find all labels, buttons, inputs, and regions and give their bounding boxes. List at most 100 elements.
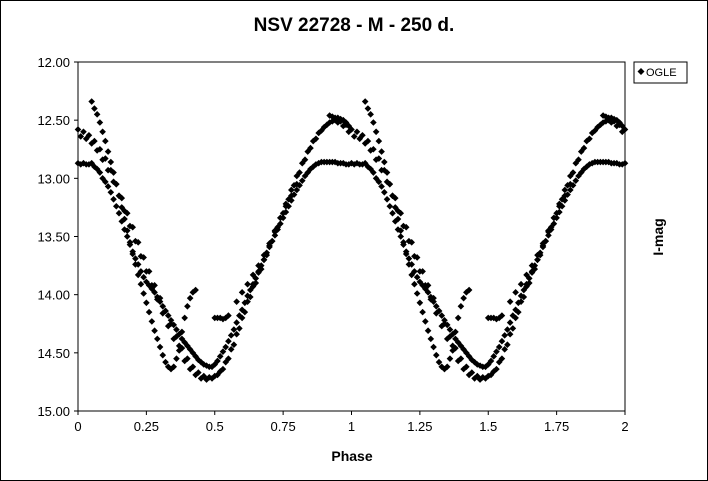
- data-point: [298, 177, 306, 184]
- data-point: [402, 223, 410, 231]
- data-point: [378, 166, 385, 174]
- data-point: [277, 220, 284, 228]
- data-point: [441, 316, 448, 324]
- data-point: [577, 148, 585, 155]
- data-point: [91, 163, 98, 170]
- data-point: [318, 127, 325, 134]
- data-point: [350, 161, 358, 168]
- data-point: [260, 256, 268, 264]
- data-point: [203, 376, 210, 383]
- data-point: [156, 294, 164, 302]
- data-point: [222, 358, 229, 366]
- data-point: [192, 353, 199, 360]
- data-point: [80, 128, 87, 136]
- data-point: [383, 169, 391, 176]
- data-point: [446, 333, 454, 340]
- data-point: [236, 312, 243, 319]
- data-point: [372, 156, 380, 164]
- x-tick-label: 1: [348, 419, 355, 434]
- data-point: [132, 237, 139, 245]
- data-point: [591, 127, 599, 134]
- data-point: [304, 169, 312, 176]
- data-point: [290, 182, 298, 189]
- data-point: [301, 172, 309, 180]
- data-point: [219, 365, 227, 373]
- data-point: [528, 262, 536, 269]
- data-point: [315, 159, 322, 167]
- data-point: [96, 119, 104, 126]
- data-point: [457, 355, 465, 362]
- data-point: [145, 308, 153, 316]
- data-point: [104, 148, 112, 155]
- data-point: [178, 335, 186, 343]
- data-point: [517, 280, 525, 288]
- data-point: [498, 355, 506, 362]
- data-point: [154, 296, 161, 303]
- data-point: [512, 314, 519, 322]
- data-point: [315, 129, 322, 137]
- data-point: [364, 137, 372, 145]
- data-point: [432, 303, 440, 310]
- y-tick-label: 14.00: [37, 288, 70, 303]
- data-point: [528, 269, 536, 276]
- data-point: [438, 312, 446, 319]
- data-point: [219, 348, 227, 355]
- data-point: [443, 335, 451, 343]
- data-point: [621, 159, 629, 167]
- data-point: [304, 148, 312, 155]
- data-point: [452, 328, 459, 336]
- data-point: [490, 314, 498, 322]
- data-point: [186, 294, 194, 302]
- data-point: [184, 355, 191, 362]
- data-point: [422, 318, 429, 325]
- data-point: [394, 226, 402, 233]
- data-point: [159, 303, 167, 310]
- data-point: [118, 194, 126, 202]
- data-point: [487, 357, 495, 365]
- data-point: [104, 183, 112, 190]
- x-tick-label: 1.75: [544, 419, 569, 434]
- data-point: [359, 131, 366, 139]
- data-point: [323, 121, 331, 129]
- data-point: [394, 215, 402, 223]
- data-point: [372, 175, 380, 182]
- data-point: [405, 255, 413, 262]
- data-point: [345, 128, 353, 136]
- data-point: [107, 158, 115, 166]
- y-tick-label: 15.00: [37, 404, 70, 419]
- data-point: [550, 214, 558, 222]
- data-point: [93, 111, 101, 118]
- data-point: [367, 165, 374, 173]
- y-axis-title: I-mag: [650, 218, 666, 255]
- data-point: [260, 251, 268, 259]
- data-point: [93, 147, 101, 154]
- data-point: [599, 112, 607, 119]
- data-point: [501, 332, 508, 339]
- data-point: [241, 308, 249, 316]
- data-point: [156, 298, 164, 305]
- data-point: [233, 330, 240, 338]
- data-point: [375, 155, 383, 162]
- data-point: [427, 335, 435, 343]
- data-point: [383, 178, 391, 186]
- data-point: [112, 180, 120, 188]
- data-point: [121, 215, 128, 223]
- data-point: [309, 163, 317, 170]
- data-point: [255, 262, 262, 269]
- data-point: [173, 355, 180, 362]
- data-point: [148, 282, 156, 289]
- data-point: [107, 188, 115, 196]
- data-point: [203, 362, 210, 369]
- data-point: [121, 226, 128, 233]
- data-point: [110, 195, 117, 203]
- data-point: [599, 119, 607, 126]
- data-point: [556, 208, 563, 216]
- data-point: [408, 271, 415, 279]
- data-point: [449, 347, 456, 354]
- x-tick-label: 0: [74, 419, 81, 434]
- data-point: [301, 156, 309, 164]
- data-point: [391, 204, 399, 211]
- data-point: [211, 361, 219, 368]
- data-point: [446, 326, 454, 333]
- data-point: [170, 321, 178, 329]
